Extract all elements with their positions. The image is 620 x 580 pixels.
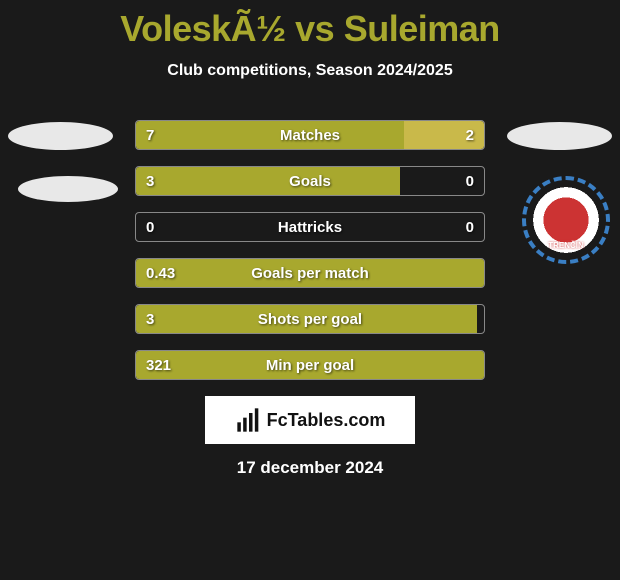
comparison-title: VoleskÃ½ vs Suleiman xyxy=(0,0,620,50)
club-logo-ring: TRENČÍN xyxy=(522,176,610,264)
stat-value-right: 2 xyxy=(466,121,474,149)
footer-brand-logo: FcTables.com xyxy=(205,396,415,444)
stat-label: Goals xyxy=(136,167,484,195)
stat-row: 3 Shots per goal xyxy=(135,304,485,334)
stat-row: 0.43 Goals per match xyxy=(135,258,485,288)
stat-value-right: 0 xyxy=(466,213,474,241)
bars-icon xyxy=(235,406,263,434)
stat-row: 7 Matches 2 xyxy=(135,120,485,150)
stat-label: Min per goal xyxy=(136,351,484,379)
comparison-subtitle: Club competitions, Season 2024/2025 xyxy=(0,62,620,80)
stat-row: 321 Min per goal xyxy=(135,350,485,380)
player-right-club-logo: TRENČÍN xyxy=(522,176,610,264)
stat-row: 0 Hattricks 0 xyxy=(135,212,485,242)
stat-row: 3 Goals 0 xyxy=(135,166,485,196)
stat-label: Shots per goal xyxy=(136,305,484,333)
stat-label: Matches xyxy=(136,121,484,149)
player-right-badge-1 xyxy=(507,122,612,150)
player-left-badge-1 xyxy=(8,122,113,150)
footer-brand-text: FcTables.com xyxy=(267,410,386,431)
stat-label: Hattricks xyxy=(136,213,484,241)
stat-label: Goals per match xyxy=(136,259,484,287)
footer-date: 17 december 2024 xyxy=(0,458,620,478)
player-left-badge-2 xyxy=(18,176,118,202)
stat-value-right: 0 xyxy=(466,167,474,195)
stats-bars-container: 7 Matches 2 3 Goals 0 0 Hattricks 0 0.43… xyxy=(135,120,485,380)
club-logo-text: TRENČÍN xyxy=(548,241,584,250)
